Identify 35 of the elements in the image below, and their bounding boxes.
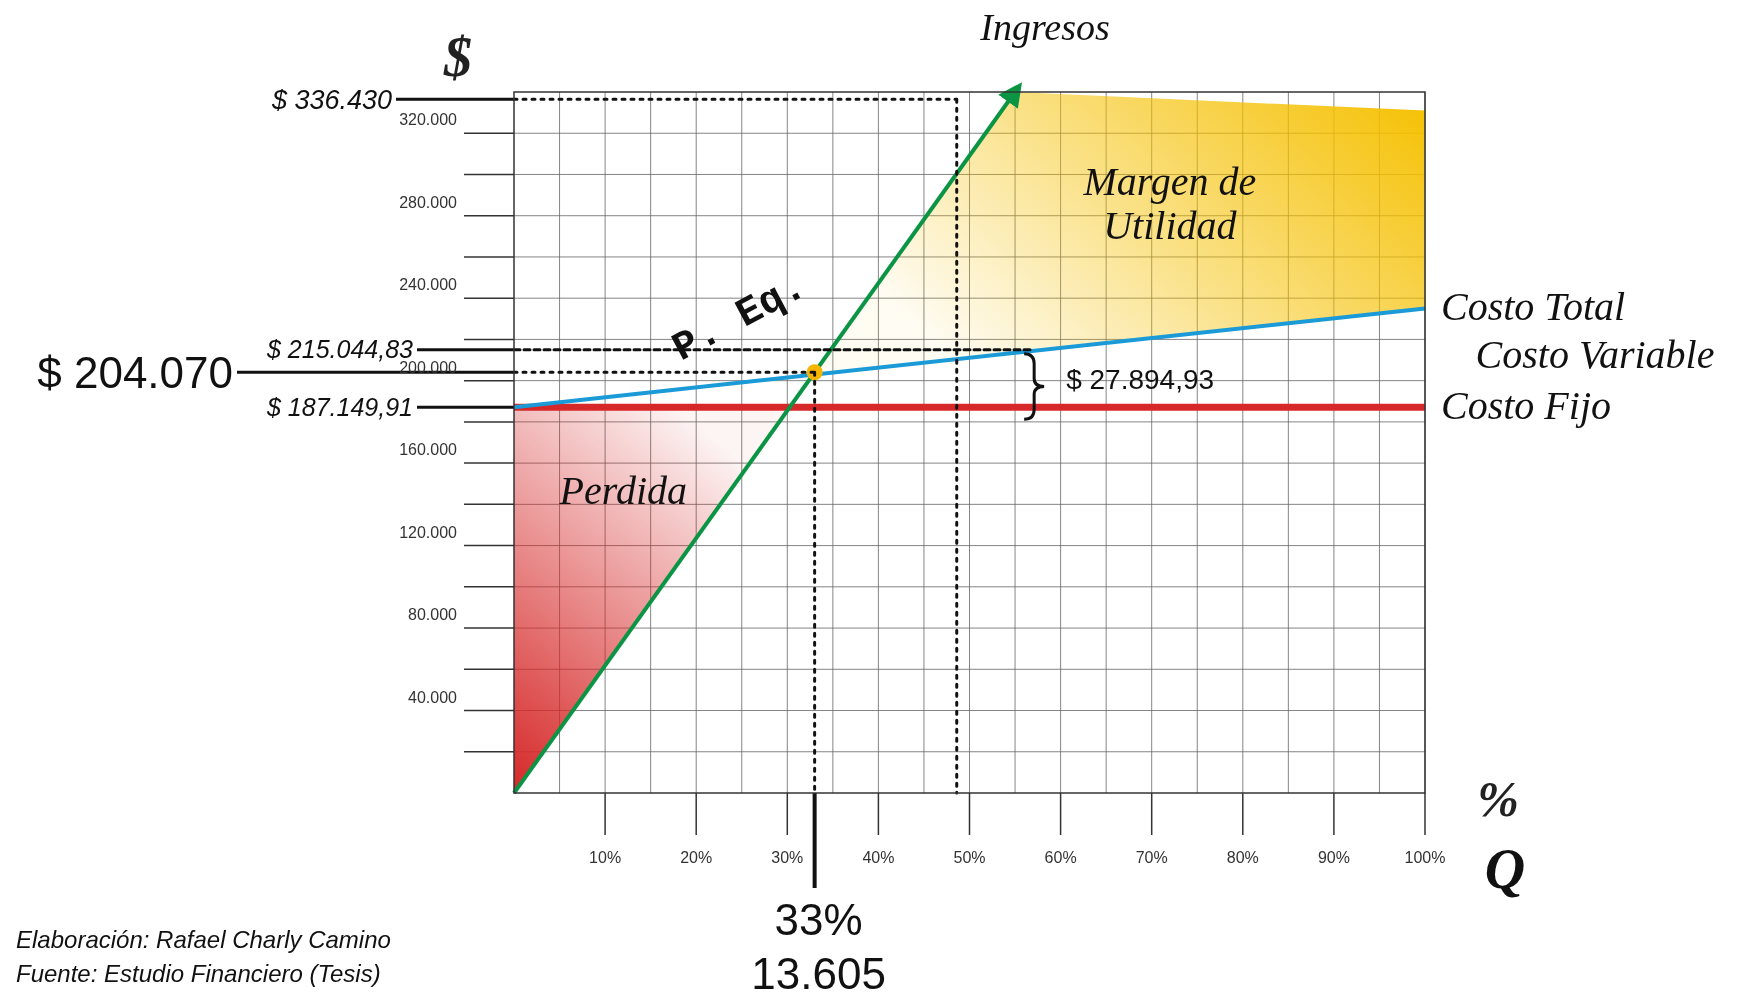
text: Q bbox=[1484, 838, 1526, 900]
x-tick-label: 30% bbox=[771, 849, 804, 866]
x-tick-label: 60% bbox=[1044, 849, 1077, 866]
series-label: Perdida bbox=[558, 468, 688, 514]
text: Costo Variable bbox=[1475, 332, 1715, 377]
ref-line-label: $ 187.149,91 bbox=[266, 392, 413, 421]
x-tick-label: 50% bbox=[953, 849, 986, 866]
y-axis-title: $ bbox=[443, 26, 472, 88]
ref-line-label: $ 336.430 bbox=[270, 84, 392, 115]
series-label: Costo Total bbox=[1441, 284, 1626, 330]
series-label: Ingresos bbox=[979, 6, 1110, 48]
x-tick-label: 10% bbox=[589, 849, 622, 866]
series-label: Costo Fijo bbox=[1441, 383, 1612, 429]
ref-line-label: $ 204.070 bbox=[37, 347, 233, 397]
y-tick-label: 240.000 bbox=[399, 276, 458, 294]
y-tick-label: 320.000 bbox=[399, 111, 458, 129]
y-tick-label: 160.000 bbox=[399, 441, 458, 459]
x-tick-label: 100% bbox=[1404, 849, 1446, 866]
annotation: P. Eq. bbox=[665, 264, 814, 372]
x-tick-label: 40% bbox=[862, 849, 895, 866]
text: 13.605 bbox=[751, 949, 886, 998]
x-tick-label: 80% bbox=[1226, 849, 1259, 866]
y-tick-label: 120.000 bbox=[399, 523, 458, 541]
x-tick-label: 20% bbox=[680, 849, 713, 866]
y-tick-label: 280.000 bbox=[399, 193, 458, 211]
text: Elaboración: Rafael Charly Camino bbox=[16, 926, 391, 953]
x-tick-label: 90% bbox=[1317, 849, 1350, 866]
x-tick-label: 70% bbox=[1135, 849, 1168, 866]
y-tick-label: 80.000 bbox=[408, 606, 458, 624]
ref-line-label: 33% bbox=[774, 895, 863, 944]
annotation: $ 27.894,93 bbox=[1066, 363, 1215, 395]
y-tick-label: 40.000 bbox=[408, 688, 458, 706]
x-axis-title: % bbox=[1477, 771, 1519, 827]
series-label: Margen de Utilidad bbox=[1082, 159, 1257, 249]
source-note: Fuente: Estudio Financiero (Tesis) bbox=[16, 960, 381, 987]
